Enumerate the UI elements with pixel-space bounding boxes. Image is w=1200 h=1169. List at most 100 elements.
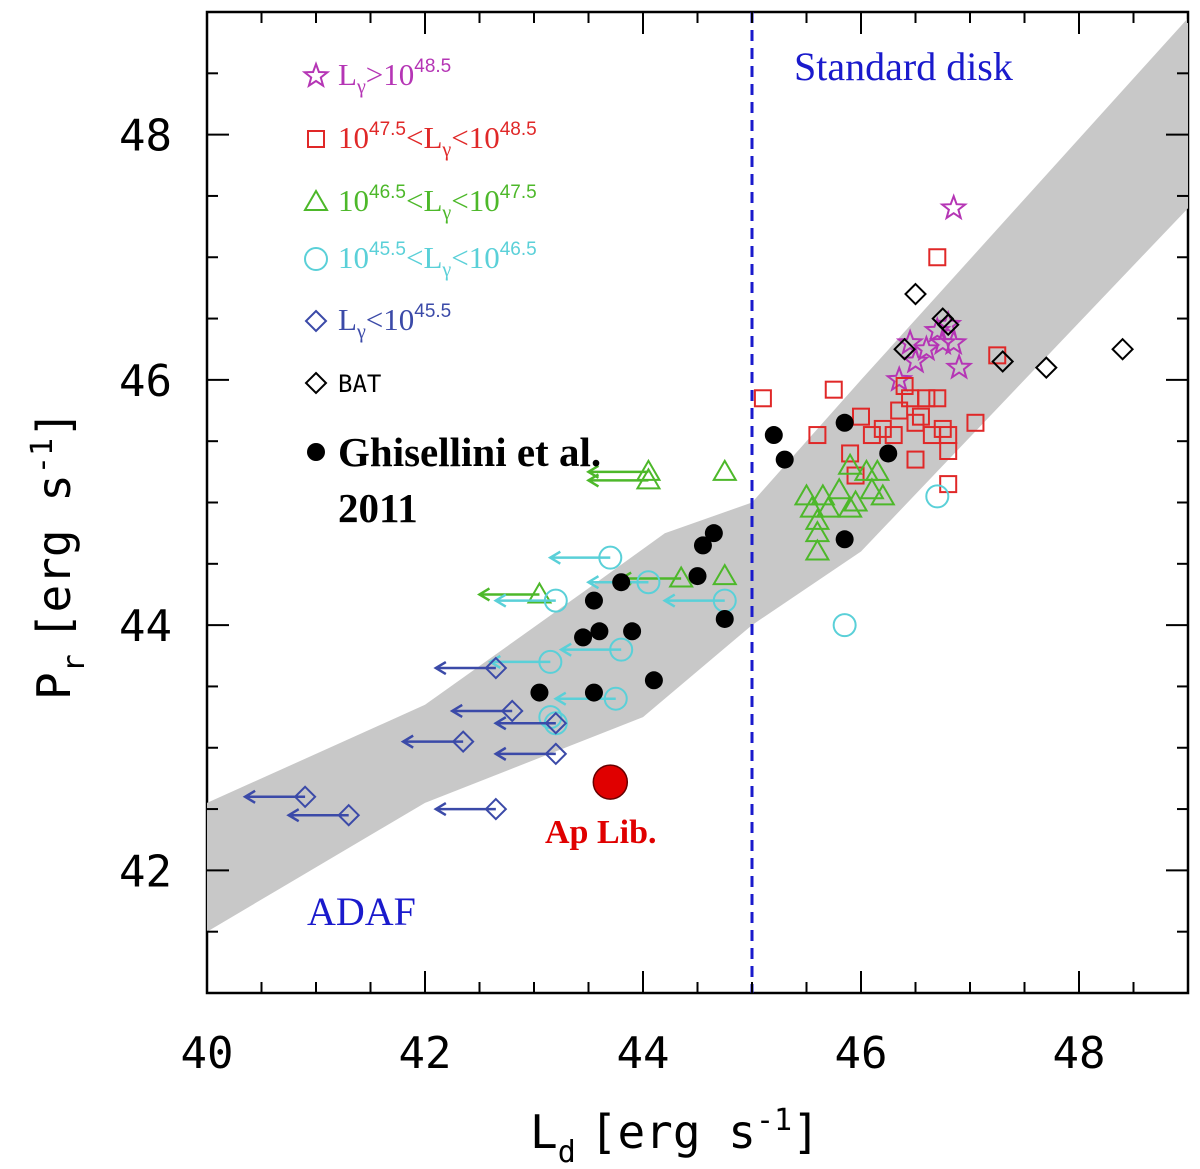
lt455-limit-point	[500, 699, 524, 723]
upper-limit-arrow	[477, 587, 540, 602]
b475-point	[917, 389, 936, 408]
gt485-point	[912, 334, 941, 362]
standard-disk-label: Standard disk	[794, 44, 1013, 89]
b455-limit-point	[543, 588, 568, 613]
y-tick-label: 46	[119, 356, 172, 407]
b465-limit-point	[668, 565, 694, 588]
b455-limit-point	[603, 686, 628, 711]
b475-point	[895, 377, 914, 396]
arrow-head	[493, 716, 507, 731]
b465-point	[870, 483, 896, 506]
b475-point	[852, 407, 870, 426]
b475-point	[906, 450, 925, 469]
arrow-head	[242, 789, 256, 804]
y-tick-label: 42	[119, 846, 172, 897]
bat-legend-marker	[304, 371, 328, 395]
ghis-point	[688, 567, 707, 586]
model-band	[207, 18, 1188, 932]
bat-point	[904, 282, 927, 306]
b455-limit-point	[538, 649, 563, 674]
b475-legend-text: 1047.5<Lγ<1048.5	[338, 119, 537, 161]
aplib-point	[592, 764, 629, 800]
lt455-limit-point	[544, 711, 568, 735]
arrow-head	[433, 660, 447, 676]
arrow-head	[558, 642, 572, 657]
lt455-legend-text: Lγ<1045.5	[338, 301, 451, 343]
b465-point	[793, 483, 820, 506]
b465-point	[810, 483, 836, 506]
lt455-limit-point	[484, 656, 508, 680]
ghisellini-legend-marker	[307, 443, 325, 461]
lt455-limit-point	[544, 742, 568, 766]
lt455-limit-point	[451, 730, 475, 754]
ghis-point	[835, 530, 854, 549]
ghis-point	[584, 683, 603, 702]
arrow-head	[400, 734, 414, 749]
b475-point	[966, 413, 985, 432]
b475-point	[884, 426, 903, 445]
ghis-point	[693, 536, 712, 555]
b465-point	[804, 507, 831, 530]
b465-point	[804, 538, 831, 561]
b455-point	[832, 613, 857, 638]
ghis-point	[612, 573, 631, 592]
b475-point	[841, 444, 860, 463]
y-axis-title: Pr[erg s-1]	[25, 410, 92, 700]
b475-point	[808, 426, 827, 445]
bat-legend-text: BAT	[338, 370, 381, 398]
gt485-point	[923, 315, 952, 343]
legend: Lγ>1048.5 1047.5<Lγ<1048.5 1046.5<Lγ<1047.…	[301, 56, 601, 531]
data-marks	[242, 193, 1135, 827]
b475-legend-marker	[307, 130, 325, 148]
arrow-head	[493, 746, 507, 761]
lt455-limit-point	[293, 785, 317, 809]
ghis-point	[835, 413, 854, 432]
b465-point	[712, 563, 738, 586]
gt485-point	[939, 193, 968, 221]
b475-point	[873, 419, 892, 438]
b465-point	[815, 495, 842, 518]
arrow-head	[449, 703, 463, 719]
ghisellini-legend-year: 2011	[338, 485, 418, 531]
b465-point	[799, 495, 825, 518]
b475-point	[753, 389, 772, 408]
x-axis-title: Ld [erg s-1]	[530, 1103, 820, 1169]
y-tick-label: 48	[119, 111, 172, 162]
b455-legend-marker	[304, 247, 328, 271]
lt455-limit-point	[337, 803, 361, 827]
b475-point	[939, 475, 958, 494]
x-tick-label: 42	[399, 1028, 452, 1079]
arrow-head	[586, 473, 600, 488]
ghis-point	[775, 450, 794, 469]
gt485-point	[939, 328, 968, 356]
gt485-legend-text: Lγ>1048.5	[338, 56, 451, 98]
arrow-head	[493, 593, 507, 608]
y-tick-label: 44	[119, 601, 172, 652]
ghis-point	[879, 444, 898, 463]
gt485-point	[934, 309, 963, 337]
b475-point	[933, 419, 952, 438]
gt485-point	[895, 328, 925, 356]
arrow-head	[586, 575, 600, 590]
ghis-point	[584, 591, 603, 610]
arrow-head	[433, 801, 447, 817]
ghis-point	[574, 628, 593, 647]
x-tick-label: 46	[835, 1028, 888, 1079]
lt455-limit-point	[484, 797, 508, 821]
ghis-point	[644, 671, 663, 690]
b455-point	[925, 484, 950, 509]
gt485-legend-marker	[301, 61, 331, 89]
b455-limit-point	[636, 570, 661, 595]
x-tick-label: 48	[1053, 1028, 1106, 1079]
b465-point	[859, 477, 885, 500]
arrow-head	[662, 593, 676, 608]
gt485-point	[944, 352, 974, 380]
b475-point	[862, 426, 881, 445]
b465-legend-text: 1046.5<Lγ<1047.5	[338, 182, 537, 224]
b475-point	[906, 413, 925, 432]
b465-limit-point	[526, 581, 553, 604]
arrow-head	[547, 550, 561, 565]
ghis-point	[590, 622, 609, 641]
b455-limit-point	[609, 637, 634, 662]
